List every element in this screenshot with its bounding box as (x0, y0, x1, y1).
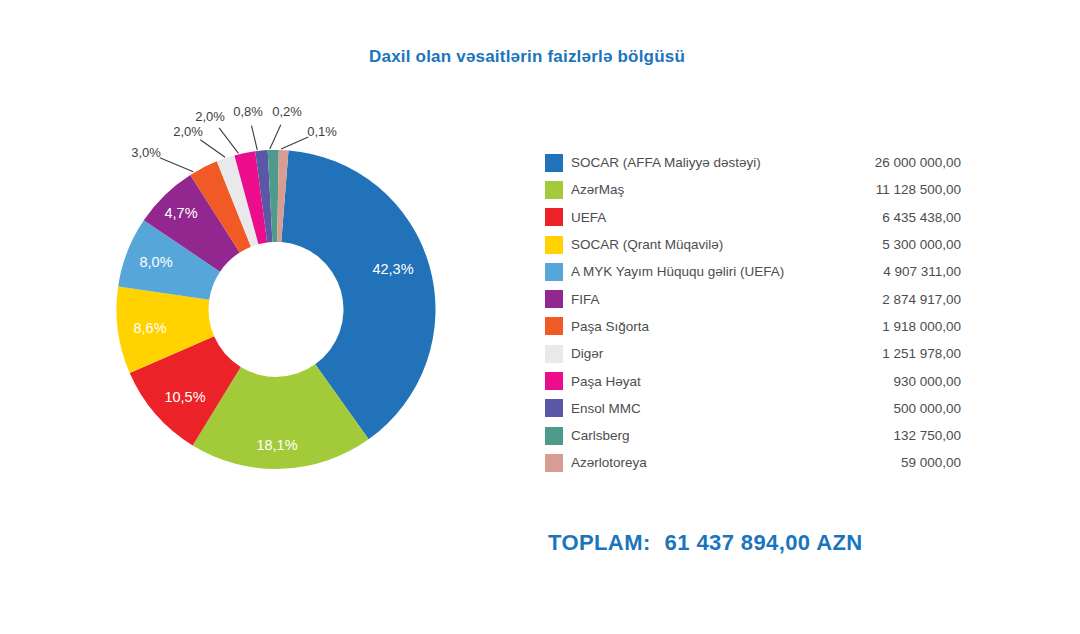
callout-line (160, 158, 194, 172)
callout-line (281, 137, 308, 149)
legend-swatch (545, 427, 563, 445)
total-row: TOPLAM: 61 437 894,00 AZN (548, 530, 863, 556)
legend-label: Paşa Həyat (571, 374, 893, 389)
slice-percent-label: 2,0% (173, 124, 203, 139)
legend-label: Carlsberg (571, 428, 893, 443)
legend-value: 4 907 311,00 (883, 264, 961, 279)
slice-percent-label: 0,2% (272, 104, 302, 119)
legend-value: 5 300 000,00 (882, 237, 961, 252)
legend-swatch (545, 399, 563, 417)
legend-swatch (545, 345, 563, 363)
legend-row: Digər1 251 978,00 (545, 340, 961, 367)
legend-label: SOCAR (Qrant Müqavilə) (571, 237, 882, 252)
callout-line (270, 125, 281, 149)
total-value: 61 437 894,00 AZN (665, 530, 863, 555)
callout-line (219, 128, 238, 153)
slice-percent-label: 0,1% (307, 124, 337, 139)
report-page: Daxil olan vəsaitlərin faizlərlə bölgüsü… (0, 0, 1080, 634)
legend-value: 59 000,00 (901, 455, 961, 470)
legend-label: Paşa Sığorta (571, 319, 882, 334)
legend-value: 1 918 000,00 (882, 319, 961, 334)
legend-label: AzərMaş (571, 182, 876, 197)
legend-label: Azərlotoreya (571, 455, 901, 470)
legend-row: Paşa Həyat930 000,00 (545, 367, 961, 394)
slice-percent-label: 8,0% (139, 254, 172, 270)
legend-swatch (545, 317, 563, 335)
legend-swatch (545, 208, 563, 226)
legend-swatch (545, 154, 563, 172)
legend-swatch (545, 454, 563, 472)
slice-percent-label: 0,8% (233, 104, 263, 119)
slice-percent-label: 42,3% (372, 261, 413, 277)
legend-value: 500 000,00 (893, 401, 961, 416)
legend-swatch (545, 290, 563, 308)
legend-row: FIFA2 874 917,00 (545, 285, 961, 312)
slice-percent-label: 10,5% (164, 389, 205, 405)
legend-label: SOCAR (AFFA Maliyyə dəstəyi) (571, 155, 875, 170)
slice-percent-label: 2,0% (195, 109, 225, 124)
slice-percent-label: 18,1% (256, 437, 297, 453)
legend-label: A MYK Yayım Hüququ gəliri (UEFA) (571, 264, 883, 279)
legend-row: Carlsberg132 750,00 (545, 422, 961, 449)
legend-value: 132 750,00 (893, 428, 961, 443)
legend-swatch (545, 181, 563, 199)
callout-line (252, 126, 258, 150)
legend-value: 26 000 000,00 (875, 155, 961, 170)
legend-label: Ensol MMC (571, 401, 893, 416)
legend-swatch (545, 236, 563, 254)
legend-row: UEFA6 435 438,00 (545, 204, 961, 231)
legend-row: Ensol MMC500 000,00 (545, 395, 961, 422)
slice-percent-label: 8,6% (133, 320, 166, 336)
legend-row: Azərlotoreya59 000,00 (545, 449, 961, 476)
slice-percent-label: 4,7% (164, 205, 197, 221)
legend-value: 1 251 978,00 (882, 346, 961, 361)
legend-label: FIFA (571, 292, 882, 307)
legend-row: SOCAR (AFFA Maliyyə dəstəyi)26 000 000,0… (545, 149, 961, 176)
legend-row: A MYK Yayım Hüququ gəliri (UEFA)4 907 31… (545, 258, 961, 285)
legend-swatch (545, 372, 563, 390)
legend-label: Digər (571, 346, 882, 361)
legend-row: AzərMaş11 128 500,00 (545, 176, 961, 203)
total-label: TOPLAM: (548, 530, 651, 555)
legend-value: 6 435 438,00 (882, 210, 961, 225)
legend-row: SOCAR (Qrant Müqavilə)5 300 000,00 (545, 231, 961, 258)
legend-swatch (545, 263, 563, 281)
legend-value: 11 128 500,00 (876, 182, 961, 197)
chart-legend: SOCAR (AFFA Maliyyə dəstəyi)26 000 000,0… (545, 149, 961, 477)
callout-line (200, 140, 225, 158)
legend-row: Paşa Sığorta1 918 000,00 (545, 313, 961, 340)
legend-value: 930 000,00 (893, 374, 961, 389)
legend-value: 2 874 917,00 (882, 292, 961, 307)
slice-percent-label: 3,0% (131, 145, 161, 160)
legend-label: UEFA (571, 210, 882, 225)
